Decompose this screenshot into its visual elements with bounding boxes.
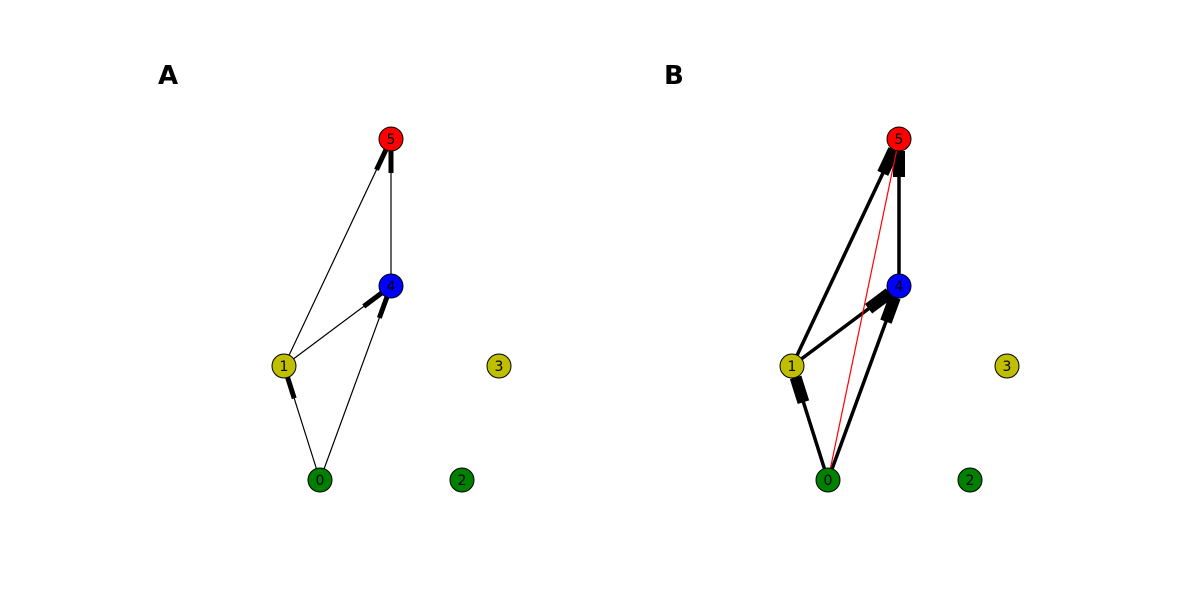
arrowhead-b-1-4 — [864, 288, 893, 314]
node-a-2: 2 — [449, 467, 475, 493]
edge-b-0-5 — [827, 138, 900, 481]
node-b-1: 1 — [779, 353, 805, 379]
node-circle — [486, 353, 512, 379]
node-b-4: 4 — [886, 273, 912, 299]
arrowhead-b-0-4 — [880, 295, 901, 324]
node-b-2: 2 — [957, 467, 983, 493]
node-label: 4 — [387, 279, 396, 295]
node-a-5: 5 — [378, 126, 404, 152]
edge-a-0-4 — [319, 285, 392, 481]
panel-a: A 0 1 2 3 4 5 — [158, 61, 512, 493]
node-circle — [957, 467, 983, 493]
node-label: 2 — [458, 473, 467, 489]
arrowhead-a-0-1 — [285, 376, 297, 400]
panel-label-a: A — [158, 61, 178, 91]
node-circle — [886, 126, 912, 152]
edge-b-1-5 — [790, 138, 901, 367]
node-label: 0 — [316, 473, 325, 489]
node-circle — [994, 353, 1020, 379]
node-label: 2 — [966, 473, 975, 489]
node-circle — [779, 353, 805, 379]
node-label: 5 — [387, 132, 396, 148]
node-b-5: 5 — [886, 126, 912, 152]
node-a-4: 4 — [378, 273, 404, 299]
arrowhead-b-0-1 — [789, 375, 810, 405]
node-circle — [378, 126, 404, 152]
arrowhead-b-1-5 — [877, 147, 900, 176]
arrowhead-a-0-4 — [376, 296, 390, 319]
node-circle — [815, 467, 841, 493]
node-circle — [886, 273, 912, 299]
panel-b: B 0 1 2 3 4 5 — [664, 61, 1020, 493]
node-circle — [307, 467, 333, 493]
node-label: 1 — [788, 359, 797, 375]
node-circle — [449, 467, 475, 493]
node-a-0: 0 — [307, 467, 333, 493]
node-label: 0 — [824, 473, 833, 489]
arrowhead-a-1-5 — [374, 148, 389, 171]
arrowhead-a-1-4 — [362, 291, 383, 309]
node-a-1: 1 — [271, 353, 297, 379]
node-label: 1 — [280, 359, 289, 375]
edge-a-1-5 — [283, 138, 392, 367]
node-a-3: 3 — [486, 353, 512, 379]
node-label: 3 — [495, 359, 504, 375]
node-circle — [271, 353, 297, 379]
node-label: 4 — [895, 279, 904, 295]
node-circle — [378, 273, 404, 299]
node-b-0: 0 — [815, 467, 841, 493]
node-label: 5 — [895, 132, 904, 148]
node-b-3: 3 — [994, 353, 1020, 379]
panel-label-b: B — [664, 61, 684, 91]
node-label: 3 — [1003, 359, 1012, 375]
